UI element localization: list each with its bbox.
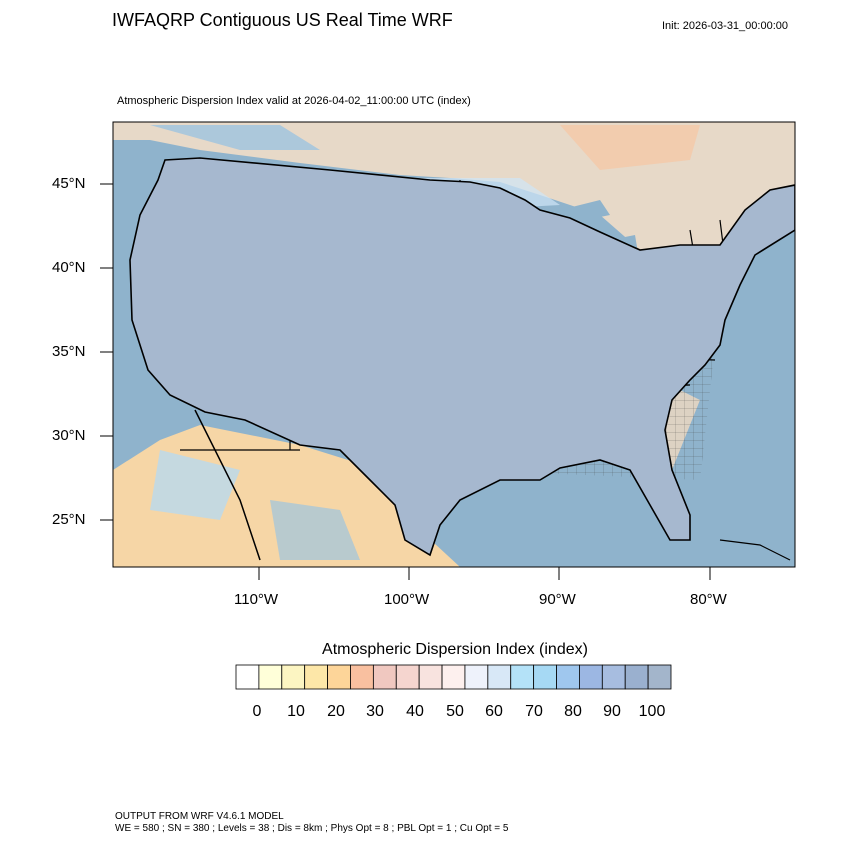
- legend-tick-label: 100: [638, 703, 666, 720]
- legend-swatch: [579, 664, 603, 690]
- legend-tick-label: 0: [252, 703, 262, 720]
- lon-label-80w: 80°W: [690, 591, 727, 608]
- init-time: Init: 2026-03-31_00:00:00: [662, 20, 788, 32]
- legend-swatch: [464, 664, 489, 690]
- legend-swatch: [533, 664, 557, 690]
- legend-tick-label: 10: [287, 703, 305, 720]
- lon-label-110w: 110°W: [234, 591, 279, 608]
- legend-swatch: [556, 664, 580, 690]
- legend-swatch: [487, 664, 512, 690]
- lat-label-30: 30°N: [52, 427, 86, 444]
- legend-tick-label: 70: [525, 703, 543, 720]
- legend-swatch: [647, 664, 672, 690]
- legend-swatch: [327, 664, 351, 690]
- legend-tick-label: 20: [327, 703, 345, 720]
- legend-swatch: [395, 664, 420, 690]
- legend-swatch: [441, 664, 466, 690]
- footer-model-line: OUTPUT FROM WRF V4.6.1 MODEL: [115, 811, 284, 822]
- baja-coast: [194, 409, 261, 561]
- mexico-blue-region-2: [270, 500, 360, 560]
- lon-label-100w: 100°W: [384, 591, 430, 608]
- map-panel: [113, 122, 795, 567]
- mexico-blue-region: [150, 450, 240, 520]
- legend-swatch: [624, 664, 649, 690]
- legend-swatch: [281, 664, 306, 690]
- legend-swatch: [235, 664, 260, 690]
- legend-swatch: [418, 664, 443, 690]
- lon-ticks: [258, 567, 711, 580]
- legend-swatch: [510, 664, 535, 690]
- legend-tick-label: 30: [366, 703, 384, 720]
- lat-label-35: 35°N: [52, 343, 86, 360]
- legend-tick-label: 60: [485, 703, 503, 720]
- cuba-coast: [719, 539, 791, 561]
- map-subtitle: Atmospheric Dispersion Index valid at 20…: [117, 95, 471, 107]
- legend-swatch: [304, 664, 328, 690]
- canada-warm-region: [560, 125, 700, 170]
- legend-title: Atmospheric Dispersion Index (index): [322, 641, 588, 658]
- footer-config-line: WE = 580 ; SN = 380 ; Levels = 38 ; Dis …: [115, 823, 509, 834]
- legend-tick-label: 50: [446, 703, 464, 720]
- legend-tick-label: 40: [406, 703, 424, 720]
- lat-ticks: [100, 183, 113, 521]
- legend-tick-label: 80: [564, 703, 582, 720]
- main-title: IWFAQRP Contiguous US Real Time WRF: [112, 10, 453, 30]
- canada-blue-region: [150, 125, 320, 150]
- legend-tick-label: 90: [603, 703, 621, 720]
- legend-colorbar: [235, 664, 672, 690]
- legend-swatch: [372, 664, 397, 690]
- lat-label-40: 40°N: [52, 259, 86, 276]
- lat-label-25: 25°N: [52, 511, 86, 528]
- lon-label-90w: 90°W: [539, 591, 576, 608]
- legend-swatch: [350, 664, 374, 690]
- map-frame: [112, 121, 796, 568]
- legend-swatch: [601, 664, 626, 690]
- lat-label-45: 45°N: [52, 175, 86, 192]
- legend-swatch: [258, 664, 283, 690]
